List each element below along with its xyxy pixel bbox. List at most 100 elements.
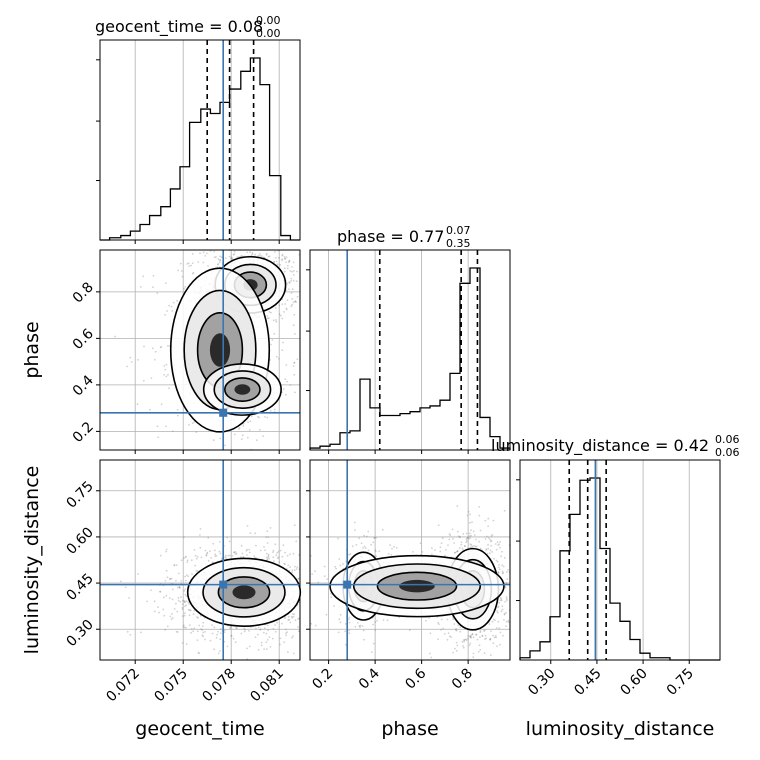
sample-point <box>370 543 373 546</box>
sample-point <box>185 600 188 602</box>
sample-point <box>269 409 272 412</box>
sample-point <box>354 529 356 531</box>
sample-point <box>213 626 216 629</box>
sample-point <box>390 554 393 556</box>
sample-point <box>453 623 456 625</box>
x-tick-label: 0.072 <box>103 666 143 706</box>
sample-point <box>310 622 312 625</box>
sample-point <box>475 633 477 636</box>
sample-point <box>214 555 217 557</box>
sample-point <box>281 253 284 256</box>
sample-point <box>168 597 171 599</box>
sample-point <box>294 300 296 303</box>
sample-point <box>460 543 463 546</box>
sample-point <box>446 618 449 621</box>
sample-point <box>279 549 282 552</box>
sample-point <box>259 628 262 631</box>
sample-point <box>429 652 431 655</box>
xlabel-geocent-time: geocent_time <box>135 718 264 740</box>
sample-point <box>359 624 362 627</box>
sample-point <box>209 550 211 553</box>
sample-point <box>440 628 443 631</box>
sample-point <box>293 373 296 376</box>
title-luminosity-distance-plus: 0.06 <box>715 433 740 446</box>
sample-point <box>202 631 205 634</box>
sample-point <box>191 272 194 275</box>
sample-point <box>200 556 203 559</box>
sample-point <box>233 253 236 255</box>
density-contour <box>399 579 435 593</box>
sample-point <box>289 621 292 624</box>
sample-point <box>233 551 236 553</box>
sample-point <box>226 536 229 539</box>
sample-point <box>503 556 506 559</box>
sample-point <box>240 632 243 635</box>
sample-point <box>224 556 226 558</box>
sample-point <box>177 586 179 589</box>
sample-point <box>213 250 216 253</box>
sample-point <box>285 393 287 396</box>
sample-point <box>501 605 504 608</box>
sample-point <box>157 606 159 608</box>
sample-point <box>234 551 237 553</box>
sample-point <box>481 634 484 637</box>
sample-point <box>165 363 168 366</box>
sample-point <box>244 628 247 631</box>
sample-point <box>228 255 231 258</box>
sample-point <box>246 548 248 551</box>
sample-point <box>296 270 298 273</box>
sample-point <box>184 579 187 582</box>
sample-point <box>184 575 187 578</box>
sample-point <box>281 622 283 625</box>
sample-point <box>438 623 440 625</box>
sample-point <box>498 601 501 604</box>
sample-point <box>248 548 251 551</box>
sample-point <box>367 530 370 533</box>
panel-frame <box>309 249 511 451</box>
sample-point <box>217 652 220 655</box>
sample-point <box>278 304 281 307</box>
sample-point <box>292 615 295 618</box>
sample-point <box>128 597 130 599</box>
sample-point <box>483 629 486 632</box>
sample-point <box>498 564 500 566</box>
sample-point <box>485 535 488 538</box>
sample-point <box>338 558 341 560</box>
x-tick-label: 0.8 <box>449 666 476 693</box>
sample-point <box>493 557 495 560</box>
sample-point <box>505 596 508 598</box>
sample-point <box>470 529 472 531</box>
sample-point <box>196 639 199 641</box>
sample-point <box>273 560 275 563</box>
sample-point <box>166 345 169 347</box>
sample-point <box>195 431 198 433</box>
sample-point <box>491 534 494 536</box>
sample-point <box>266 552 268 555</box>
sample-point <box>294 565 296 568</box>
sample-point <box>284 303 287 305</box>
sample-point <box>173 564 176 566</box>
y-tick-label: 0.45 <box>63 571 96 604</box>
sample-point <box>497 606 500 608</box>
sample-point <box>281 303 284 305</box>
sample-point <box>197 261 200 263</box>
sample-point <box>204 549 207 552</box>
sample-point <box>196 616 198 619</box>
sample-point <box>267 255 270 258</box>
sample-point <box>247 421 249 424</box>
sample-point <box>489 638 491 640</box>
sample-point <box>291 298 294 300</box>
sample-point <box>481 635 484 638</box>
sample-point <box>469 642 472 645</box>
sample-point <box>171 613 173 615</box>
sample-point <box>130 361 133 363</box>
sample-point <box>272 556 275 559</box>
sample-point <box>190 264 193 267</box>
sample-point <box>188 265 191 267</box>
sample-point <box>190 631 192 634</box>
sample-point <box>485 637 487 640</box>
sample-point <box>166 625 169 628</box>
sample-point <box>469 521 471 524</box>
sample-point <box>288 618 291 621</box>
sample-point <box>214 549 216 552</box>
